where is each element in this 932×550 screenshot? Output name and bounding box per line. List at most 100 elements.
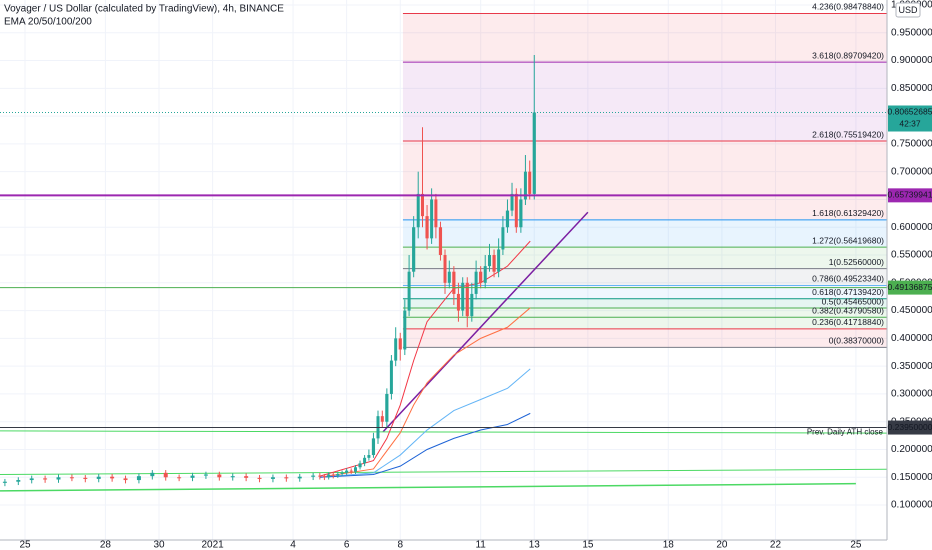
ema-line [319, 412, 531, 478]
trendline [0, 482, 856, 492]
fib-label: 1.272(0.56419680) [812, 235, 884, 245]
candle-body [398, 338, 402, 350]
candle-body [510, 193, 514, 211]
y-tick-label: 0.20000000 [891, 444, 932, 455]
last-price-bg [888, 105, 932, 132]
candle-body [311, 475, 316, 477]
candle-body [430, 199, 434, 239]
candle-body [349, 470, 353, 472]
trendline [0, 430, 888, 434]
x-tick-label: 4 [290, 540, 296, 550]
candle-body [2, 481, 7, 483]
candle-body [284, 477, 289, 479]
fib-label: 1(0.52560000) [829, 257, 884, 267]
x-tick-label: 22 [770, 540, 782, 550]
fib-band [402, 219, 887, 248]
y-tick-label: 0.60000000 [891, 222, 932, 233]
x-tick-label: 20 [716, 540, 728, 550]
trendline [382, 211, 589, 433]
candle-body [403, 310, 407, 350]
fib-band [402, 285, 887, 299]
candle-body [447, 271, 451, 283]
candle-body [438, 227, 443, 256]
candle-body [465, 282, 469, 317]
candle-body [497, 249, 501, 272]
fib-band [402, 328, 887, 348]
candle-body [244, 476, 249, 478]
price-label: 0.65739941 [888, 190, 932, 200]
fib-label: 0.382(0.43790580) [812, 306, 884, 316]
fib-band [402, 13, 887, 63]
price-axis [887, 0, 932, 550]
x-tick-label: 18 [663, 540, 675, 550]
ema-line [319, 307, 531, 478]
candle-body [297, 476, 302, 479]
x-tick-label: 13 [529, 540, 541, 550]
price-label-bg [888, 188, 932, 203]
candle-body [367, 455, 371, 458]
candle-body [519, 199, 523, 228]
candle-body [452, 271, 456, 294]
candle-body [528, 171, 532, 194]
candle-body [514, 193, 518, 228]
candle-body [492, 255, 496, 272]
candle-body [385, 393, 389, 422]
candle-body [389, 360, 393, 394]
candle-body [532, 112, 536, 194]
candle-body [456, 293, 460, 311]
x-tick-label: 8 [397, 540, 403, 550]
y-tick-label: 0.15000000 [891, 472, 932, 483]
candle-body [331, 474, 335, 476]
y-tick-label: 0.85000000 [891, 83, 932, 94]
y-tick-label: 0.45000000 [891, 305, 932, 316]
chart-title: Voyager / US Dollar (calculated by Tradi… [4, 4, 284, 15]
candle-body [479, 271, 483, 283]
trendline [0, 468, 888, 475]
y-tick-label: 0.90000000 [891, 55, 932, 66]
line-note: Prev. Daily ATH close [807, 428, 884, 437]
fib-band [402, 308, 887, 318]
candle-body [353, 467, 357, 472]
fib-label: 0(0.38370000) [829, 336, 884, 346]
price-label-bg [888, 420, 932, 435]
y-tick-label: 0.95000000 [891, 27, 932, 38]
candle-body [136, 476, 141, 481]
fib-band [402, 62, 887, 142]
candle-body [505, 210, 510, 228]
fib-label: 0.236(0.41718840) [812, 317, 884, 327]
candle-body [16, 480, 21, 482]
price-label: 0.23950000 [888, 422, 932, 432]
fib-band [402, 298, 887, 309]
y-tick-label: 0.75000000 [891, 139, 932, 150]
ema-line [319, 368, 531, 478]
axis-layer: 0.100000000.150000000.200000000.25000000… [19, 0, 932, 550]
x-tick-label: 6 [344, 540, 350, 550]
countdown: 42:37 [899, 119, 921, 129]
candle-body [123, 478, 128, 481]
candle-body [257, 477, 262, 479]
candle-body [443, 255, 447, 283]
candle-body [420, 193, 425, 217]
candle-body [177, 477, 182, 479]
candle-body [434, 199, 438, 228]
candle-body [43, 478, 48, 480]
candle-body [217, 474, 222, 478]
candle-body [190, 475, 195, 478]
fib-label: 0.618(0.47139420) [812, 287, 884, 297]
candle-body [83, 477, 88, 479]
x-tick-label: 2021 [202, 540, 225, 550]
x-tick-label: 25 [19, 540, 31, 550]
x-tick-label: 25 [850, 540, 862, 550]
currency-box[interactable] [895, 2, 921, 18]
y-tick-label: 0.30000000 [891, 389, 932, 400]
candle-body [318, 475, 322, 477]
candle-body [380, 416, 384, 422]
candle-body [340, 472, 344, 474]
currency[interactable]: USD [898, 5, 918, 15]
candle-body [336, 473, 340, 476]
x-tick-label: 15 [582, 540, 594, 550]
price-label: 0.49136875 [888, 282, 932, 292]
candle-body [371, 438, 376, 456]
fib-label: 4.236(0.98478840) [812, 2, 884, 12]
